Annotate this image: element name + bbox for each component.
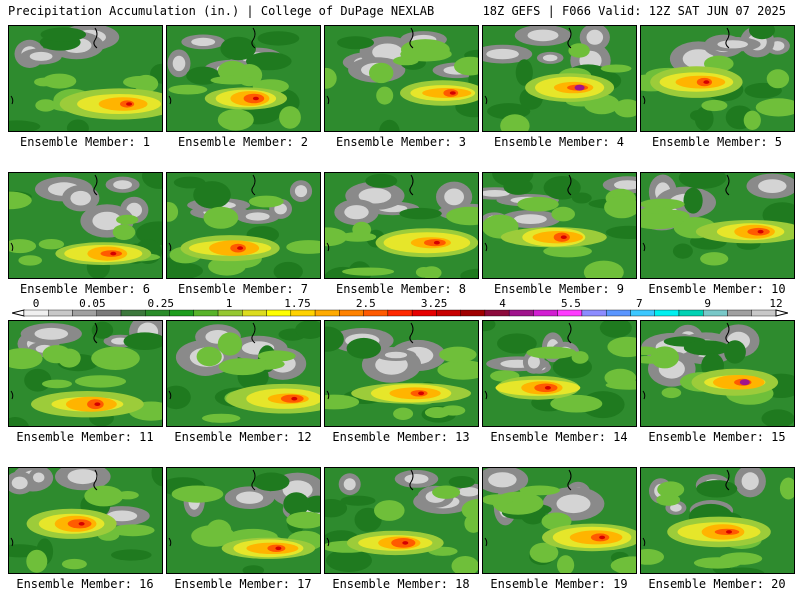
member-map-11 bbox=[8, 320, 163, 427]
member-map-16 bbox=[8, 467, 163, 574]
colorbar-tick-label: 4 bbox=[499, 298, 506, 310]
colorbar-tick-label: 0.25 bbox=[147, 298, 174, 310]
colorbar-arrow-low bbox=[12, 309, 25, 317]
member-map-2 bbox=[166, 25, 321, 132]
member-map-8 bbox=[324, 172, 479, 279]
member-map-14 bbox=[482, 320, 637, 427]
colorbar-segment bbox=[23, 309, 49, 317]
colorbar-segment bbox=[169, 309, 195, 317]
colorbar-segment bbox=[363, 309, 389, 317]
colorbar-segment bbox=[703, 309, 728, 317]
member-label: Ensemble Member: 8 bbox=[335, 282, 467, 296]
member-label: Ensemble Member: 10 bbox=[648, 282, 786, 296]
member-label: Ensemble Member: 13 bbox=[332, 430, 470, 444]
colorbar-tick-label: 2.5 bbox=[356, 298, 376, 310]
colorbar-tick-label: 9 bbox=[704, 298, 711, 310]
member-label: Ensemble Member: 5 bbox=[651, 135, 783, 149]
member-label: Ensemble Member: 20 bbox=[648, 577, 786, 591]
colorbar-segment bbox=[533, 309, 558, 317]
colorbar-segment bbox=[290, 309, 316, 317]
member-map-3 bbox=[324, 25, 479, 132]
colorbar-segment bbox=[727, 309, 752, 317]
colorbar-segment bbox=[242, 309, 267, 317]
colorbar-tick-label: 12 bbox=[769, 298, 782, 310]
colorbar-segment bbox=[508, 309, 534, 317]
member-map-19 bbox=[482, 467, 637, 574]
colorbar-arrow-high bbox=[775, 309, 788, 317]
colorbar-segment bbox=[751, 309, 777, 317]
colorbar-tick-label: 0.05 bbox=[79, 298, 106, 310]
member-label: Ensemble Member: 2 bbox=[177, 135, 309, 149]
member-label: Ensemble Member: 17 bbox=[174, 577, 312, 591]
member-label: Ensemble Member: 19 bbox=[490, 577, 628, 591]
precip-colorbar: 0 0.05 0.25 1 1.75 2.5 3.25 4 5.5 7 9 12 bbox=[12, 298, 788, 317]
member-label: Ensemble Member: 4 bbox=[493, 135, 625, 149]
member-map-1 bbox=[8, 25, 163, 132]
colorbar-segment bbox=[436, 309, 461, 317]
member-label: Ensemble Member: 16 bbox=[16, 577, 154, 591]
colorbar-segment bbox=[48, 309, 73, 317]
member-label: Ensemble Member: 1 bbox=[19, 135, 151, 149]
member-label: Ensemble Member: 3 bbox=[335, 135, 467, 149]
member-map-9 bbox=[482, 172, 637, 279]
member-label: Ensemble Member: 7 bbox=[177, 282, 309, 296]
colorbar-segment bbox=[193, 309, 219, 317]
map-title: Precipitation Accumulation (in.) | Colle… bbox=[8, 4, 435, 18]
forecast-valid-time: 18Z GEFS | F066 Valid: 12Z SAT JUN 07 20… bbox=[482, 4, 786, 18]
member-map-15 bbox=[640, 320, 795, 427]
colorbar-tick-label: 3.25 bbox=[421, 298, 448, 310]
member-label: Ensemble Member: 9 bbox=[493, 282, 625, 296]
colorbar-segment bbox=[557, 309, 583, 317]
colorbar-segment bbox=[96, 309, 122, 317]
member-label: Ensemble Member: 12 bbox=[174, 430, 312, 444]
colorbar-segment bbox=[217, 309, 243, 317]
colorbar-segment bbox=[460, 309, 486, 317]
member-label: Ensemble Member: 6 bbox=[19, 282, 151, 296]
member-label: Ensemble Member: 11 bbox=[16, 430, 154, 444]
colorbar-segment bbox=[654, 309, 680, 317]
colorbar-segment bbox=[120, 309, 146, 317]
colorbar-tick-label: 7 bbox=[636, 298, 643, 310]
colorbar-segment bbox=[339, 309, 364, 317]
member-map-13 bbox=[324, 320, 479, 427]
colorbar-segment bbox=[678, 309, 704, 317]
member-map-18 bbox=[324, 467, 479, 574]
member-map-12 bbox=[166, 320, 321, 427]
member-map-5 bbox=[640, 25, 795, 132]
member-map-17 bbox=[166, 467, 321, 574]
colorbar-tick-label: 0 bbox=[33, 298, 40, 310]
member-map-7 bbox=[166, 172, 321, 279]
member-map-10 bbox=[640, 172, 795, 279]
member-label: Ensemble Member: 14 bbox=[490, 430, 628, 444]
member-map-20 bbox=[640, 467, 795, 574]
colorbar-segment bbox=[145, 309, 170, 317]
colorbar-segment bbox=[72, 309, 97, 317]
colorbar-segment bbox=[605, 309, 631, 317]
colorbar-segment bbox=[387, 309, 413, 317]
colorbar-segment bbox=[581, 309, 607, 317]
member-label: Ensemble Member: 15 bbox=[648, 430, 786, 444]
colorbar-segment bbox=[314, 309, 340, 317]
member-label: Ensemble Member: 18 bbox=[332, 577, 470, 591]
member-map-6 bbox=[8, 172, 163, 279]
colorbar-segment bbox=[484, 309, 510, 317]
colorbar-tick-label: 1 bbox=[226, 298, 233, 310]
colorbar-segment bbox=[630, 309, 655, 317]
colorbar-tick-label: 5.5 bbox=[561, 298, 581, 310]
colorbar-segment bbox=[266, 309, 292, 317]
colorbar-segment bbox=[411, 309, 437, 317]
member-map-4 bbox=[482, 25, 637, 132]
colorbar-tick-label: 1.75 bbox=[284, 298, 311, 310]
